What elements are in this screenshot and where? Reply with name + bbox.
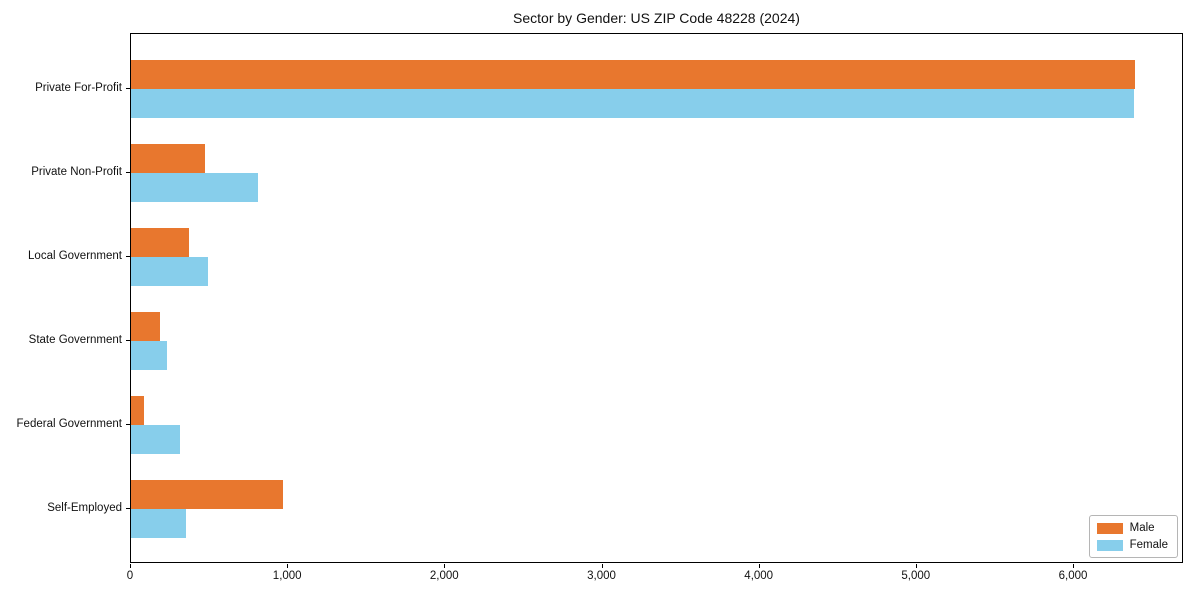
bar-male-self-employed (131, 480, 283, 509)
legend-entry-female: Female (1096, 539, 1168, 551)
bar-female-federal-government (131, 425, 180, 454)
x-tick-mark (287, 564, 289, 568)
y-tick-label-state-government: State Government (28, 334, 122, 346)
legend-entry-male: Male (1096, 522, 1168, 534)
y-tick-mark (126, 508, 130, 509)
x-tick-mark (758, 564, 760, 568)
female-swatch (1096, 539, 1123, 551)
bar-male-state-government (131, 312, 161, 341)
x-tick-label-3000: 3,000 (587, 570, 616, 582)
x-tick-label-6000: 6,000 (1058, 570, 1088, 582)
bar-male-local-government (131, 228, 190, 257)
y-tick-mark (126, 256, 130, 257)
bar-female-self-employed (131, 509, 186, 538)
bar-male-federal-government (131, 396, 145, 425)
bar-female-state-government (131, 341, 168, 370)
x-tick-mark (130, 564, 131, 568)
y-tick-mark (126, 340, 130, 341)
legend-label-male: Male (1129, 522, 1155, 534)
plot-area: Male Female (130, 33, 1183, 563)
x-tick-label-1000: 1,000 (272, 570, 302, 582)
y-tick-mark (126, 88, 130, 89)
bar-male-private-for-profit (131, 60, 1136, 89)
legend: Male Female (1088, 515, 1178, 558)
bar-male-private-non-profit (131, 144, 205, 173)
x-tick-label-0: 0 (126, 570, 134, 582)
bar-female-private-for-profit (131, 89, 1134, 118)
y-tick-mark (126, 424, 130, 425)
x-tick-mark (1073, 564, 1074, 568)
male-swatch (1096, 522, 1123, 534)
x-tick-label-5000: 5,000 (901, 570, 931, 582)
x-tick-label-4000: 4,000 (744, 570, 774, 582)
y-tick-mark (126, 172, 130, 173)
chart-title: Sector by Gender: US ZIP Code 48228 (202… (513, 10, 800, 26)
x-tick-mark (601, 564, 603, 568)
x-tick-mark (915, 564, 917, 568)
y-tick-label-self-employed: Self-Employed (47, 502, 122, 514)
y-tick-label-private-for-profit: Private For-Profit (35, 82, 122, 94)
x-tick-label-2000: 2,000 (429, 570, 459, 582)
y-tick-label-local-government: Local Government (28, 250, 122, 262)
x-tick-mark (444, 564, 446, 568)
bar-female-private-non-profit (131, 173, 258, 202)
y-tick-label-federal-government: Federal Government (16, 418, 122, 430)
bar-female-local-government (131, 257, 208, 286)
y-tick-label-private-non-profit: Private Non-Profit (31, 166, 122, 178)
legend-label-female: Female (1129, 539, 1168, 551)
